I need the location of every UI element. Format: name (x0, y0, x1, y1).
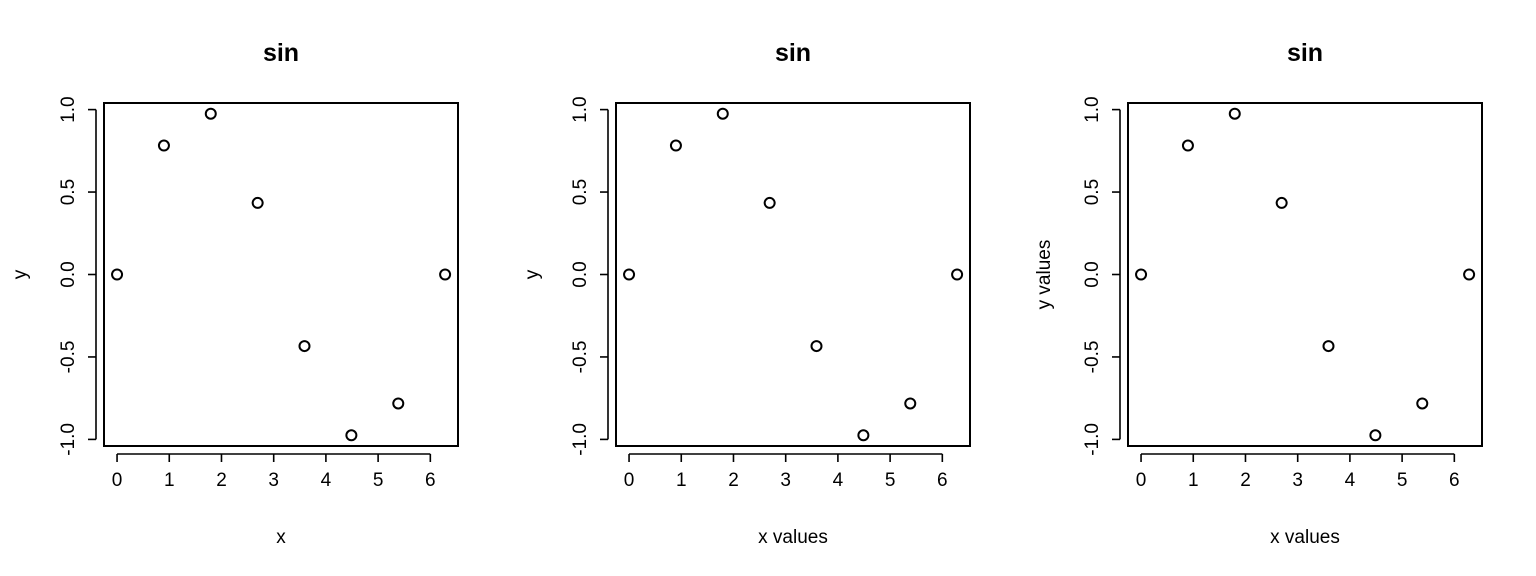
data-point (763, 196, 776, 209)
chart-title: sin (775, 39, 811, 67)
data-point (1135, 268, 1148, 281)
y-tick-label: 0.5 (58, 179, 79, 205)
y-axis-label: y (10, 269, 31, 279)
chart-title: sin (1287, 39, 1323, 67)
y-axis-label: y values (1034, 240, 1055, 310)
data-point (1228, 107, 1241, 120)
x-tick-label: 3 (1292, 470, 1303, 491)
data-point (392, 397, 405, 410)
chart-panel-1: sin 0 1 2 3 4 5 6 -1.0 -0.5 0.0 0.5 1.0 x y (10, 39, 459, 548)
data-point (1322, 340, 1335, 353)
chart-panel-2: sin 0 1 2 3 4 5 6 -1.0 -0.5 0.0 0.5 1.0 x values y (522, 39, 971, 548)
y-tick-label: 0.5 (570, 179, 591, 205)
data-point (1369, 429, 1382, 442)
plot-frame (1127, 102, 1483, 447)
chart-panel-3: sin 0 1 2 3 4 5 6 -1.0 -0.5 0.0 0.5 1.0 x values y val… (1034, 39, 1483, 548)
y-axis-label: y (522, 269, 543, 279)
y-tick-label: 1.0 (1082, 96, 1103, 122)
y-tick-label: 0.0 (570, 261, 591, 287)
x-tick-label: 5 (373, 470, 384, 491)
data-point (111, 268, 124, 281)
x-tick-label: 4 (321, 470, 332, 491)
x-tick-label: 1 (676, 470, 687, 491)
x-tick-label: 1 (164, 470, 175, 491)
y-tick-label: -0.5 (570, 341, 591, 374)
data-point (251, 196, 264, 209)
x-tick-label: 0 (1136, 470, 1147, 491)
y-tick-label: 0.5 (1082, 179, 1103, 205)
y-tick-label: 0.0 (58, 261, 79, 287)
y-tick-label: -1.0 (58, 423, 79, 456)
data-point (810, 340, 823, 353)
x-tick-label: 3 (780, 470, 791, 491)
x-tick-label: 0 (112, 470, 123, 491)
plot-frame (615, 102, 971, 447)
x-tick-label: 6 (937, 470, 948, 491)
y-tick-label: 0.0 (1082, 261, 1103, 287)
data-point (623, 268, 636, 281)
data-point (204, 107, 217, 120)
data-point (951, 268, 964, 281)
x-tick-label: 2 (1240, 470, 1251, 491)
x-axis-label: x (276, 527, 286, 548)
x-tick-label: 2 (216, 470, 227, 491)
data-point (1181, 139, 1194, 152)
data-point (1463, 268, 1476, 281)
y-tick-label: -1.0 (570, 423, 591, 456)
x-tick-label: 4 (833, 470, 844, 491)
data-point (298, 340, 311, 353)
x-tick-label: 5 (885, 470, 896, 491)
y-tick-label: -1.0 (1082, 423, 1103, 456)
y-tick-label: -0.5 (1082, 341, 1103, 374)
x-axis-label: x values (1270, 527, 1340, 548)
y-tick-label: 1.0 (58, 96, 79, 122)
y-tick-label: -0.5 (58, 341, 79, 374)
x-tick-label: 2 (728, 470, 739, 491)
data-point (857, 429, 870, 442)
data-point (904, 397, 917, 410)
data-point (716, 107, 729, 120)
x-tick-label: 1 (1188, 470, 1199, 491)
data-point (439, 268, 452, 281)
x-tick-label: 5 (1397, 470, 1408, 491)
data-point (345, 429, 358, 442)
data-point (1416, 397, 1429, 410)
chart-title: sin (263, 39, 299, 67)
x-tick-label: 4 (1345, 470, 1356, 491)
x-tick-label: 6 (1449, 470, 1460, 491)
x-tick-label: 0 (624, 470, 635, 491)
data-point (1275, 196, 1288, 209)
x-tick-label: 3 (268, 470, 279, 491)
x-tick-label: 6 (425, 470, 436, 491)
data-point (157, 139, 170, 152)
plot-frame (103, 102, 459, 447)
y-tick-label: 1.0 (570, 96, 591, 122)
data-point (669, 139, 682, 152)
x-axis-label: x values (758, 527, 828, 548)
